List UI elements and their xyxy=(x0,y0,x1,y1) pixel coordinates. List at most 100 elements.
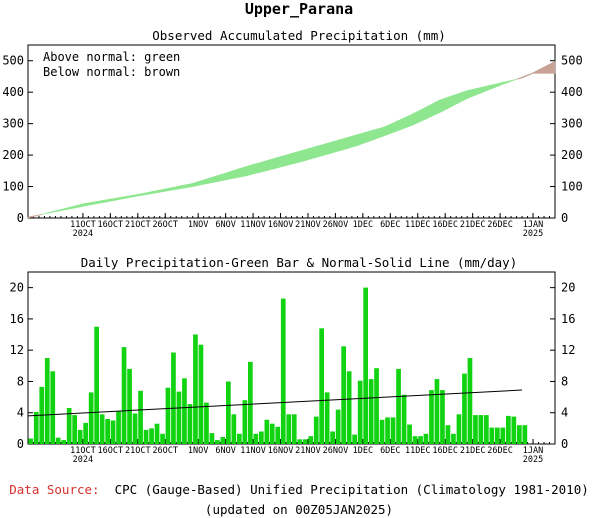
above-normal-band-segment xyxy=(99,200,103,204)
daily-precip-bar xyxy=(506,415,511,444)
daily-precip-bar xyxy=(418,436,423,444)
daily-precip-bar xyxy=(28,438,34,444)
top-ytick-label-right: 100 xyxy=(561,180,583,194)
above-normal-band-segment xyxy=(483,85,487,93)
above-normal-band-segment xyxy=(491,83,495,90)
daily-precip-bar xyxy=(429,390,434,444)
daily-precip-bar xyxy=(66,408,72,444)
above-normal-band-segment xyxy=(318,144,323,158)
bottom-xtick-label: 21DEC xyxy=(460,446,486,456)
above-normal-band-segment xyxy=(302,149,306,162)
above-normal-band-segment xyxy=(151,190,155,194)
daily-precip-bar xyxy=(291,414,297,444)
daily-precip-bar xyxy=(363,287,368,444)
above-normal-band-segment xyxy=(148,191,152,195)
bottom-xtick-label: 11DEC xyxy=(405,446,431,456)
above-normal-band-segment xyxy=(154,190,158,194)
top-xtick-label: 6DEC xyxy=(380,220,400,230)
above-normal-band-segment xyxy=(63,207,67,211)
above-normal-band-segment xyxy=(134,194,139,197)
top-xtick-year-label: 2024 xyxy=(73,229,93,239)
above-normal-band-segment xyxy=(499,82,504,86)
above-normal-band-segment xyxy=(181,184,185,189)
bottom-xtick-year-label: 2025 xyxy=(523,455,543,465)
above-normal-band-segment xyxy=(217,174,221,182)
daily-precip-bar xyxy=(511,416,517,444)
daily-precip-bar xyxy=(204,402,209,444)
daily-precip-bar xyxy=(72,415,77,444)
bottom-xtick-label: 16OCT xyxy=(98,446,124,456)
below-normal-band-segment xyxy=(529,72,534,75)
above-normal-band-segment xyxy=(455,92,460,105)
top-ytick-label-right: 0 xyxy=(561,211,568,225)
daily-precip-bar xyxy=(138,390,143,444)
above-normal-band-segment xyxy=(277,156,281,169)
daily-precip-bar xyxy=(401,394,407,444)
daily-precip-bar xyxy=(297,439,303,444)
above-normal-band-segment xyxy=(101,199,106,204)
above-normal-band-segment xyxy=(378,127,383,139)
daily-precip-bar xyxy=(248,361,253,444)
above-normal-band-segment xyxy=(55,209,59,213)
daily-precip-bar xyxy=(132,413,138,444)
above-normal-band-segment xyxy=(420,107,424,122)
above-normal-band-segment xyxy=(475,87,479,96)
daily-precip-bar xyxy=(149,428,154,444)
above-normal-band-segment xyxy=(398,118,402,131)
above-normal-band-segment xyxy=(450,94,454,108)
top-xtick-label: 26OCT xyxy=(152,220,178,230)
bottom-xtick-label: 11OCT xyxy=(70,446,96,456)
above-normal-band-segment xyxy=(417,109,421,124)
daily-precip-bar xyxy=(198,344,204,444)
bottom-ytick-label-left: 0 xyxy=(17,437,24,451)
above-normal-band-segment xyxy=(41,213,45,215)
daily-precip-bar xyxy=(209,433,215,444)
daily-precip-bar xyxy=(269,423,275,444)
bottom-ytick-label-left: 4 xyxy=(17,406,24,420)
daily-precip-bar xyxy=(44,358,50,444)
above-normal-band-segment xyxy=(145,191,150,195)
above-normal-band-segment xyxy=(494,83,498,88)
above-normal-band-segment xyxy=(266,159,270,171)
above-normal-band-segment xyxy=(497,82,501,87)
above-normal-band-segment xyxy=(373,128,377,141)
daily-precip-bar xyxy=(242,400,248,444)
above-normal-band-segment xyxy=(214,175,218,183)
above-normal-band-segment xyxy=(175,185,180,190)
above-normal-band-segment xyxy=(258,161,262,174)
above-normal-band-segment xyxy=(411,112,416,126)
above-normal-band-segment xyxy=(156,189,161,194)
below-normal-band-segment xyxy=(33,215,37,217)
daily-precip-bar xyxy=(390,417,396,444)
above-normal-band-segment xyxy=(93,201,97,205)
above-normal-band-segment xyxy=(206,177,210,185)
daily-precip-bar xyxy=(478,415,484,444)
daily-precip-bar xyxy=(176,391,182,444)
daily-precip-bar xyxy=(484,415,489,444)
daily-precip-bar xyxy=(253,433,259,444)
daily-precip-bar xyxy=(489,427,495,444)
top-xtick-year-label: 2025 xyxy=(523,229,543,239)
below-normal-band-segment xyxy=(532,70,537,74)
above-normal-band-segment xyxy=(291,152,295,165)
above-normal-band-segment xyxy=(447,95,452,109)
daily-precip-bar xyxy=(313,416,319,444)
top-ytick-label-right: 500 xyxy=(561,54,583,68)
daily-precip-bar xyxy=(462,373,467,444)
daily-precip-bar xyxy=(352,434,357,444)
above-normal-band-segment xyxy=(357,133,361,147)
daily-precip-bar xyxy=(226,381,231,444)
top-ytick-label-right: 400 xyxy=(561,85,583,99)
below-normal-band-segment xyxy=(524,74,528,78)
above-normal-band-segment xyxy=(362,131,366,145)
daily-precip-bar xyxy=(231,414,237,444)
above-normal-band-segment xyxy=(343,137,347,151)
page-title: Upper_Parana xyxy=(244,0,354,18)
above-normal-band-segment xyxy=(126,195,130,199)
above-normal-band-segment xyxy=(77,204,81,208)
above-normal-band-segment xyxy=(510,79,515,82)
top-xtick-label: 21OCT xyxy=(125,220,151,230)
above-normal-band-segment xyxy=(167,187,171,192)
above-normal-band-segment xyxy=(466,89,471,99)
daily-precip-bar xyxy=(215,440,220,444)
